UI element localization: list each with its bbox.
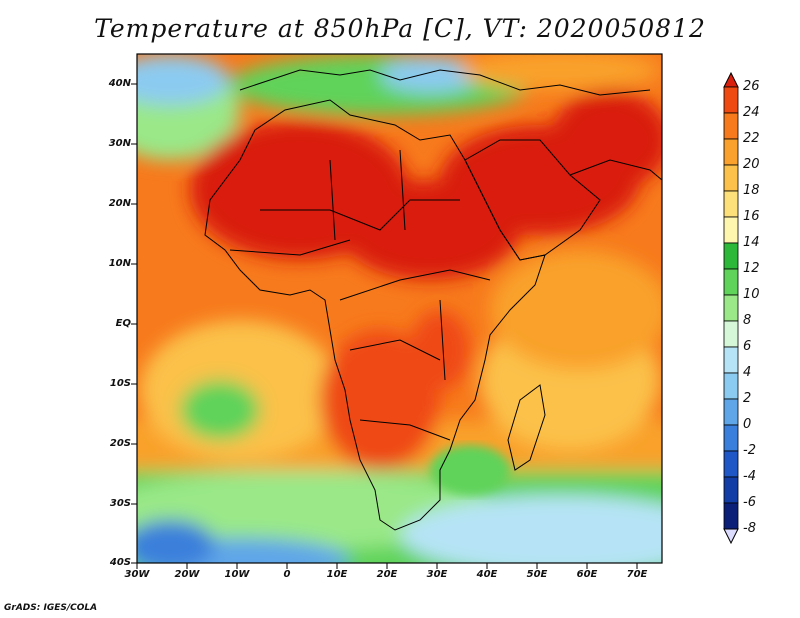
lon-label: 20W	[174, 569, 200, 580]
lat-label: 40S	[109, 557, 131, 568]
colorbar-label: 24	[743, 105, 760, 120]
colorbar-segment	[723, 398, 739, 426]
lon-label: 10W	[224, 569, 250, 580]
colorbar-label: 4	[743, 365, 752, 380]
colorbar-segment	[723, 320, 739, 348]
lon-label: 40E	[476, 569, 498, 580]
lat-label: 20S	[109, 438, 131, 449]
colorbar-segment	[723, 476, 739, 504]
lat-label: 10N	[108, 258, 131, 269]
colorbar-label: 16	[743, 209, 760, 224]
colorbar-label: 6	[743, 339, 752, 354]
colorbar-label: 2	[743, 391, 752, 406]
colorbar-label: 14	[743, 235, 760, 250]
lat-label: 30N	[108, 138, 131, 149]
lat-label: 10S	[109, 378, 131, 389]
colorbar-segment	[723, 86, 739, 114]
colorbar-label: 26	[743, 79, 760, 94]
lat-label: 30S	[109, 498, 131, 509]
colorbar	[723, 71, 739, 545]
colorbar-bottom-arrow	[723, 528, 739, 545]
lat-label: EQ	[115, 318, 131, 329]
colorbar-label: -8	[743, 521, 756, 536]
colorbar-segment	[723, 242, 739, 270]
colorbar-label: -4	[743, 469, 756, 484]
map-title: Temperature at 850hPa [C], VT: 202005081…	[94, 14, 706, 43]
lat-label: 20N	[108, 198, 131, 209]
colorbar-segment	[723, 190, 739, 218]
colorbar-top-arrow	[723, 71, 739, 88]
colorbar-label: 18	[743, 183, 760, 198]
colorbar-label: 20	[743, 157, 760, 172]
lon-label: 50E	[526, 569, 548, 580]
credit-text: GrADS: IGES/COLA	[4, 603, 98, 613]
plot-frame	[136, 53, 663, 564]
colorbar-segment	[723, 502, 739, 530]
lon-label: 20E	[376, 569, 398, 580]
lon-label: 30W	[124, 569, 150, 580]
colorbar-segment	[723, 164, 739, 192]
colorbar-segment	[723, 450, 739, 478]
lon-label: 60E	[576, 569, 598, 580]
colorbar-segment	[723, 138, 739, 166]
colorbar-label: 0	[743, 417, 752, 432]
colorbar-segment	[723, 372, 739, 400]
colorbar-label: -6	[743, 495, 756, 510]
colorbar-label: -2	[743, 443, 756, 458]
colorbar-segment	[723, 346, 739, 374]
axis-ticks	[131, 83, 638, 569]
lat-label: 40N	[108, 78, 131, 89]
colorbar-label: 22	[743, 131, 760, 146]
colorbar-segment	[723, 424, 739, 452]
colorbar-segment	[723, 294, 739, 322]
temperature-field	[137, 54, 662, 563]
lon-label: 0	[283, 569, 291, 580]
colorbar-segment	[723, 112, 739, 140]
lon-label: 70E	[626, 569, 648, 580]
colorbar-label: 10	[743, 287, 760, 302]
colorbar-segment	[723, 216, 739, 244]
colorbar-label: 8	[743, 313, 752, 328]
coastlines	[204, 69, 662, 531]
colorbar-segment	[723, 268, 739, 296]
colorbar-label: 12	[743, 261, 760, 276]
lon-label: 10E	[326, 569, 348, 580]
lon-label: 30E	[426, 569, 448, 580]
